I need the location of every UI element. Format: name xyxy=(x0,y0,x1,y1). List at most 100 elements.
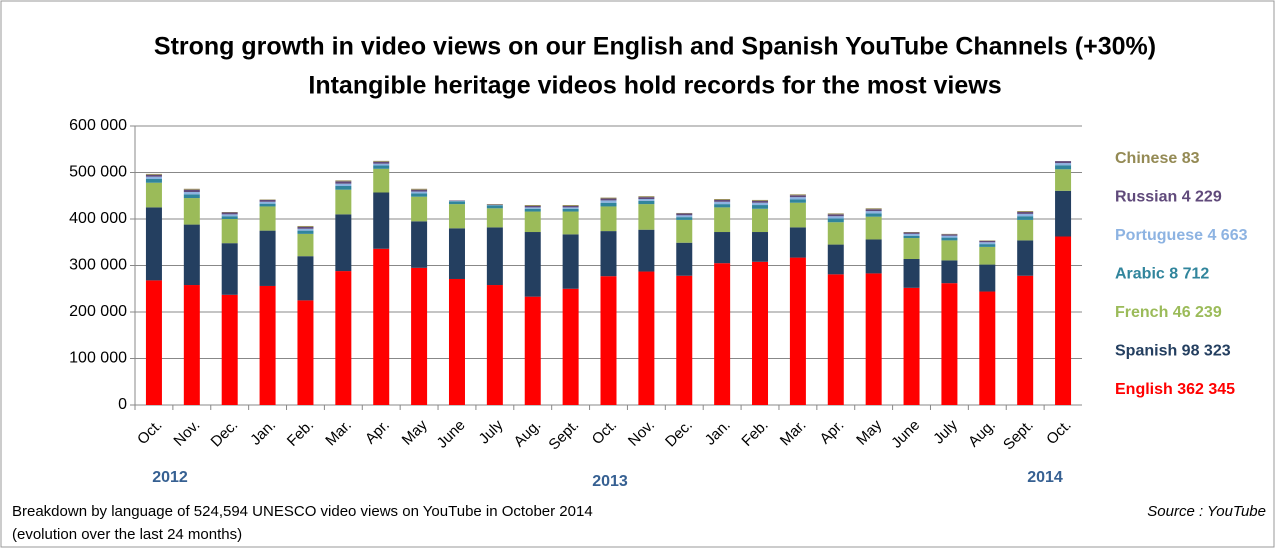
bar-segment xyxy=(373,192,390,249)
y-tick-label: 200 000 xyxy=(69,303,127,320)
bar-segment xyxy=(373,161,390,164)
bar-segment xyxy=(600,200,617,203)
legend-entry: Russian 4 229 xyxy=(1115,189,1222,206)
bar-segment xyxy=(789,199,806,203)
year-label: 2014 xyxy=(1027,469,1063,486)
year-label: 2013 xyxy=(592,473,628,490)
bar-segment xyxy=(903,235,920,239)
bar-segment xyxy=(600,198,617,201)
bar-segment xyxy=(865,213,882,217)
legend-entry: French 46 239 xyxy=(1115,304,1222,321)
y-tick-label: 0 xyxy=(118,396,127,413)
bar-segment xyxy=(221,212,238,215)
bar-segment xyxy=(600,276,617,405)
bar-segment xyxy=(373,248,390,405)
bar-segment xyxy=(903,287,920,405)
bar-segment xyxy=(600,202,617,207)
footnote: (evolution over the last 24 months) xyxy=(12,526,242,543)
bar-segment xyxy=(752,208,769,233)
bar-segment xyxy=(789,195,806,198)
bar-segment xyxy=(638,197,655,200)
bar-segment xyxy=(411,221,428,268)
bar-segment xyxy=(183,285,200,405)
bar-segment xyxy=(524,205,541,208)
y-tick-label: 600 000 xyxy=(69,117,127,134)
bar-segment xyxy=(600,231,617,277)
bar-segment xyxy=(145,207,162,281)
bar-segment xyxy=(411,196,428,222)
bar-segment xyxy=(1055,169,1072,191)
bar-segment xyxy=(865,211,882,214)
bar-segment xyxy=(714,204,731,208)
bar-segment xyxy=(979,264,996,292)
bar-segment xyxy=(1017,216,1034,220)
bar-segment xyxy=(714,199,731,200)
legend-entry: Chinese 83 xyxy=(1115,150,1200,167)
y-tick-label: 400 000 xyxy=(69,210,127,227)
bar-segment xyxy=(411,267,428,405)
bar-segment xyxy=(827,216,844,219)
bar-segment xyxy=(562,205,579,208)
bar-segment xyxy=(335,189,352,215)
bar-segment xyxy=(638,196,655,198)
bar-segment xyxy=(941,234,958,236)
bar-segment xyxy=(448,228,465,279)
legend-entry: Portuguese 4 663 xyxy=(1115,227,1248,244)
bar-segment xyxy=(221,243,238,295)
bar-segment xyxy=(183,188,200,190)
bar-segment xyxy=(1017,212,1034,214)
bar-segment xyxy=(1055,190,1072,237)
chart-title: Strong growth in video views on our Engl… xyxy=(154,33,1156,61)
bar-segment xyxy=(335,214,352,272)
bar-segment xyxy=(676,275,693,405)
bar-segment xyxy=(752,261,769,405)
bar-segment xyxy=(259,206,276,231)
bar-segment xyxy=(827,222,844,245)
bar-segment xyxy=(183,198,200,225)
bar-segment xyxy=(676,215,693,218)
bar-segment xyxy=(1017,219,1034,241)
y-tick-label: 300 000 xyxy=(69,257,127,274)
bar-segment xyxy=(448,204,465,229)
bar-segment xyxy=(145,173,162,175)
bar-segment xyxy=(486,205,503,209)
year-label: 2012 xyxy=(152,469,188,486)
bar-segment xyxy=(1055,161,1072,164)
bar-segment xyxy=(562,288,579,405)
bar-segment xyxy=(486,227,503,286)
bar-segment xyxy=(752,202,769,206)
bar-segment xyxy=(335,271,352,405)
source: Source : YouTube xyxy=(1147,503,1266,520)
bar-segment xyxy=(524,208,541,212)
bar-segment xyxy=(259,285,276,405)
bar-segment xyxy=(676,213,693,216)
bar-segment xyxy=(676,219,693,243)
bar-segment xyxy=(714,199,731,202)
bar-segment xyxy=(865,208,882,210)
bar-segment xyxy=(145,280,162,405)
bar-segment xyxy=(524,211,541,233)
bar-segment xyxy=(979,246,996,265)
bar-segment xyxy=(789,227,806,258)
bar-segment xyxy=(941,240,958,261)
bar-segment xyxy=(524,232,541,297)
bar-segment xyxy=(297,256,314,301)
bar-segment xyxy=(486,208,503,228)
bar-segment xyxy=(183,192,200,195)
bar-segment xyxy=(183,194,200,199)
bar-segment xyxy=(562,234,579,289)
bar-segment xyxy=(297,226,314,229)
bar-segment xyxy=(941,283,958,405)
bar-segment xyxy=(335,180,352,182)
bar-segment xyxy=(411,193,428,197)
bar-segment xyxy=(752,205,769,209)
bar-segment xyxy=(259,203,276,207)
bar-segment xyxy=(335,181,352,184)
bar-segment xyxy=(638,271,655,405)
bar-segment xyxy=(941,237,958,241)
bar-segment xyxy=(562,207,579,209)
bar-segment xyxy=(562,205,579,206)
bar-segment xyxy=(221,216,238,219)
bar-segment xyxy=(676,217,693,220)
bar-segment xyxy=(1017,211,1034,213)
